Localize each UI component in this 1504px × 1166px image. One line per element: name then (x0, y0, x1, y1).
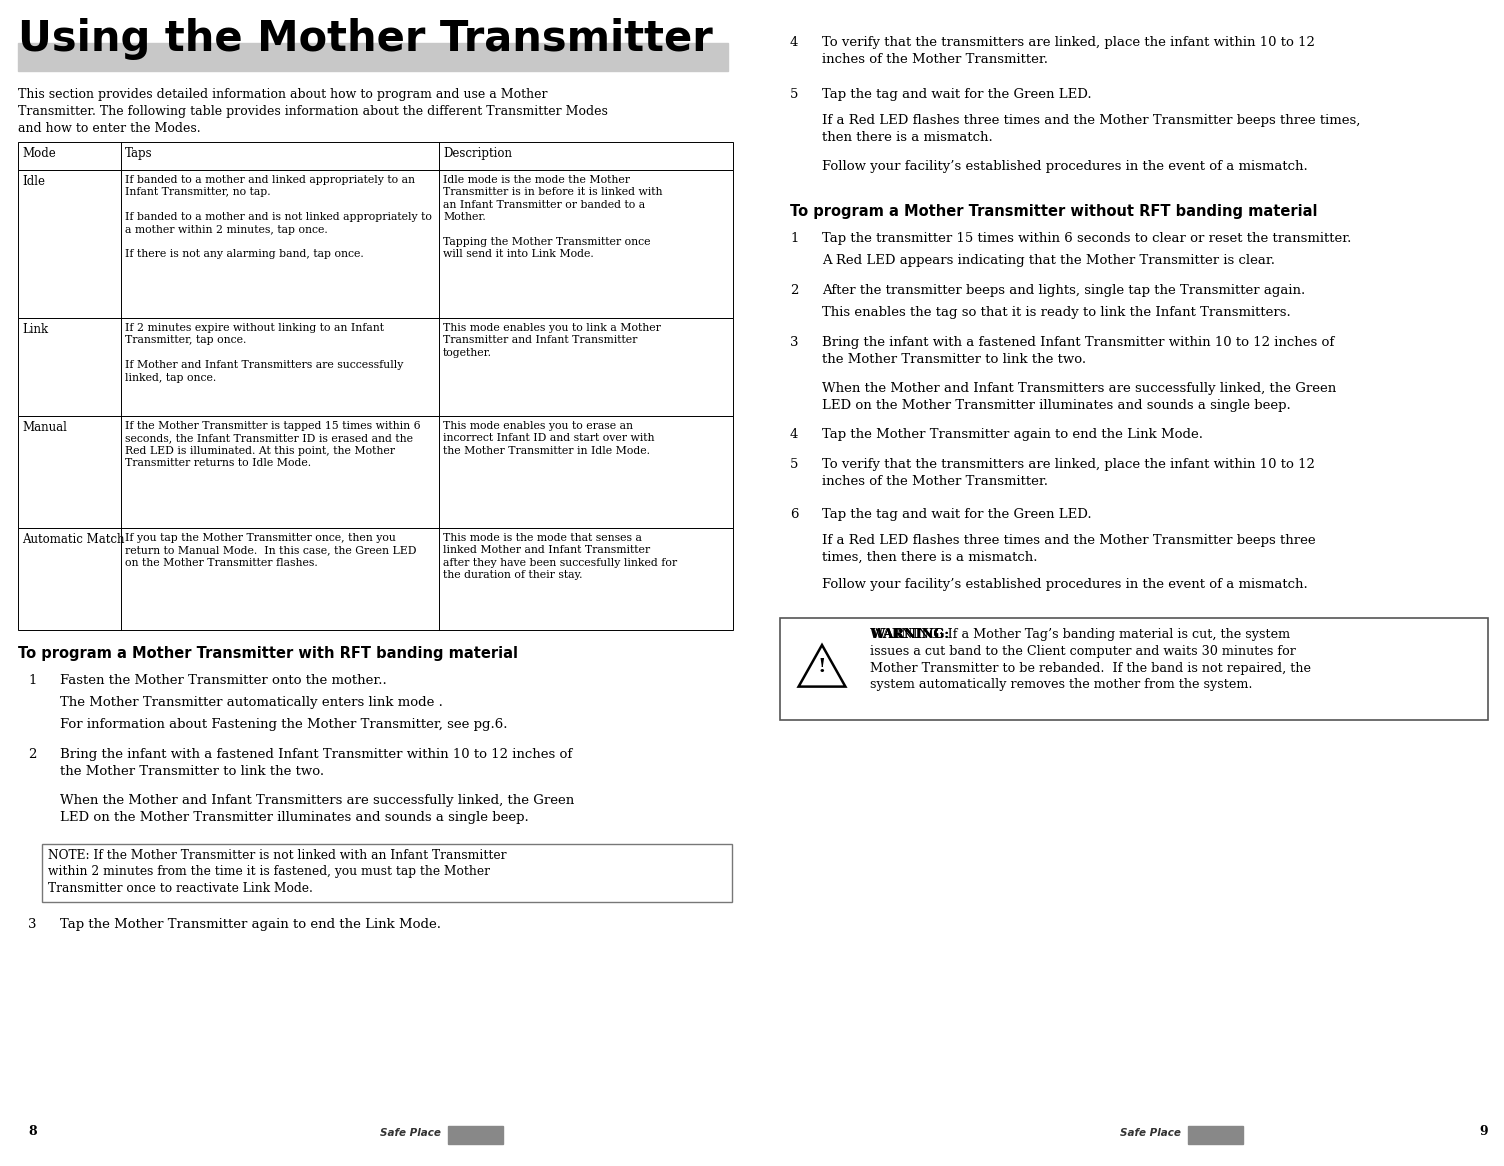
Text: Follow your facility’s established procedures in the event of a mismatch.: Follow your facility’s established proce… (823, 578, 1308, 591)
Text: 1: 1 (29, 674, 36, 687)
Bar (18, 416, 732, 528)
Text: Mode: Mode (23, 147, 56, 160)
Text: This mode enables you to erase an
incorrect Infant ID and start over with
the Mo: This mode enables you to erase an incorr… (444, 421, 654, 456)
Text: When the Mother and Infant Transmitters are successfully linked, the Green
LED o: When the Mother and Infant Transmitters … (823, 382, 1336, 412)
Text: Link: Link (23, 323, 48, 336)
Text: 6: 6 (790, 508, 799, 521)
Text: !: ! (818, 658, 826, 676)
Bar (42, 844, 732, 902)
Text: This enables the tag so that it is ready to link the Infant Transmitters.: This enables the tag so that it is ready… (823, 305, 1290, 319)
Text: To verify that the transmitters are linked, place the infant within 10 to 12
inc: To verify that the transmitters are link… (823, 458, 1314, 489)
Text: To verify that the transmitters are linked, place the infant within 10 to 12
inc: To verify that the transmitters are link… (823, 36, 1314, 66)
Text: 2: 2 (29, 749, 36, 761)
Text: 3: 3 (29, 918, 36, 930)
Text: This section provides detailed information about how to program and use a Mother: This section provides detailed informati… (18, 87, 608, 135)
Text: The Mother Transmitter automatically enters link mode .: The Mother Transmitter automatically ent… (60, 696, 442, 709)
Text: When the Mother and Infant Transmitters are successfully linked, the Green
LED o: When the Mother and Infant Transmitters … (60, 794, 575, 824)
Text: If 2 minutes expire without linking to an Infant
Transmitter, tap once.

If Moth: If 2 minutes expire without linking to a… (125, 323, 403, 382)
Text: For information about Fastening the Mother Transmitter, see pg.6.: For information about Fastening the Moth… (60, 718, 507, 731)
Text: WARNING: If a Mother Tag’s banding material is cut, the system
issues a cut band: WARNING: If a Mother Tag’s banding mater… (869, 628, 1311, 691)
Text: Description: Description (444, 147, 511, 160)
Text: Tap the tag and wait for the Green LED.: Tap the tag and wait for the Green LED. (823, 87, 1092, 101)
Text: After the transmitter beeps and lights, single tap the Transmitter again.: After the transmitter beeps and lights, … (823, 285, 1305, 297)
Bar (1188, 1126, 1242, 1144)
Text: 5: 5 (790, 458, 799, 471)
Text: 9: 9 (1480, 1125, 1487, 1138)
Text: 5: 5 (790, 87, 799, 101)
Text: 4: 4 (790, 428, 799, 441)
Text: If the Mother Transmitter is tapped 15 times within 6
seconds, the Infant Transm: If the Mother Transmitter is tapped 15 t… (125, 421, 421, 469)
Text: If a Red LED flashes three times and the Mother Transmitter beeps three times,
t: If a Red LED flashes three times and the… (823, 114, 1361, 143)
Polygon shape (799, 645, 845, 687)
Text: WARNING:: WARNING: (869, 628, 949, 641)
Text: If you tap the Mother Transmitter once, then you
return to Manual Mode.  In this: If you tap the Mother Transmitter once, … (125, 533, 417, 568)
Text: Tap the Mother Transmitter again to end the Link Mode.: Tap the Mother Transmitter again to end … (60, 918, 441, 930)
Text: Safe Place: Safe Place (381, 1128, 441, 1138)
Text: If banded to a mother and linked appropriately to an
Infant Transmitter, no tap.: If banded to a mother and linked appropr… (125, 175, 432, 259)
Text: Bring the infant with a fastened Infant Transmitter within 10 to 12 inches of
th: Bring the infant with a fastened Infant … (60, 749, 572, 778)
Bar (448, 1126, 502, 1144)
Text: Taps: Taps (125, 147, 152, 160)
Text: 3: 3 (790, 336, 799, 349)
Text: A Red LED appears indicating that the Mother Transmitter is clear.: A Red LED appears indicating that the Mo… (823, 254, 1275, 267)
Text: Manual: Manual (23, 421, 66, 434)
Text: Tap the Mother Transmitter again to end the Link Mode.: Tap the Mother Transmitter again to end … (823, 428, 1203, 441)
Text: This mode is the mode that senses a
linked Mother and Infant Transmitter
after t: This mode is the mode that senses a link… (444, 533, 677, 581)
Text: Using the Mother Transmitter: Using the Mother Transmitter (18, 17, 713, 59)
Text: Tap the tag and wait for the Green LED.: Tap the tag and wait for the Green LED. (823, 508, 1092, 521)
Text: To program a Mother Transmitter without RFT banding material: To program a Mother Transmitter without … (790, 204, 1318, 219)
Text: 8: 8 (29, 1125, 36, 1138)
Text: Follow your facility’s established procedures in the event of a mismatch.: Follow your facility’s established proce… (823, 160, 1308, 173)
Text: Automatic Match: Automatic Match (23, 533, 125, 546)
Text: 4: 4 (790, 36, 799, 49)
Text: Idle: Idle (23, 175, 45, 188)
Text: Fasten the Mother Transmitter onto the mother..: Fasten the Mother Transmitter onto the m… (60, 674, 387, 687)
Text: NOTE: If the Mother Transmitter is not linked with an Infant Transmitter
within : NOTE: If the Mother Transmitter is not l… (48, 849, 507, 895)
Text: WARNING:: WARNING: (869, 628, 949, 641)
Bar (18, 528, 732, 630)
Bar (781, 618, 1487, 719)
Text: 2: 2 (790, 285, 799, 297)
Text: If a Red LED flashes three times and the Mother Transmitter beeps three
times, t: If a Red LED flashes three times and the… (823, 534, 1316, 564)
Text: Safe Place: Safe Place (1120, 1128, 1181, 1138)
Bar (18, 170, 732, 318)
Text: Tap the transmitter 15 times within 6 seconds to clear or reset the transmitter.: Tap the transmitter 15 times within 6 se… (823, 232, 1352, 245)
Text: 1: 1 (790, 232, 799, 245)
Text: Idle mode is the mode the Mother
Transmitter is in before it is linked with
an I: Idle mode is the mode the Mother Transmi… (444, 175, 662, 259)
Bar (18, 43, 728, 71)
Text: To program a Mother Transmitter with RFT banding material: To program a Mother Transmitter with RFT… (18, 646, 517, 661)
Bar (18, 318, 732, 416)
Text: Bring the infant with a fastened Infant Transmitter within 10 to 12 inches of
th: Bring the infant with a fastened Infant … (823, 336, 1334, 366)
Bar (18, 142, 732, 170)
Text: This mode enables you to link a Mother
Transmitter and Infant Transmitter
togeth: This mode enables you to link a Mother T… (444, 323, 660, 358)
